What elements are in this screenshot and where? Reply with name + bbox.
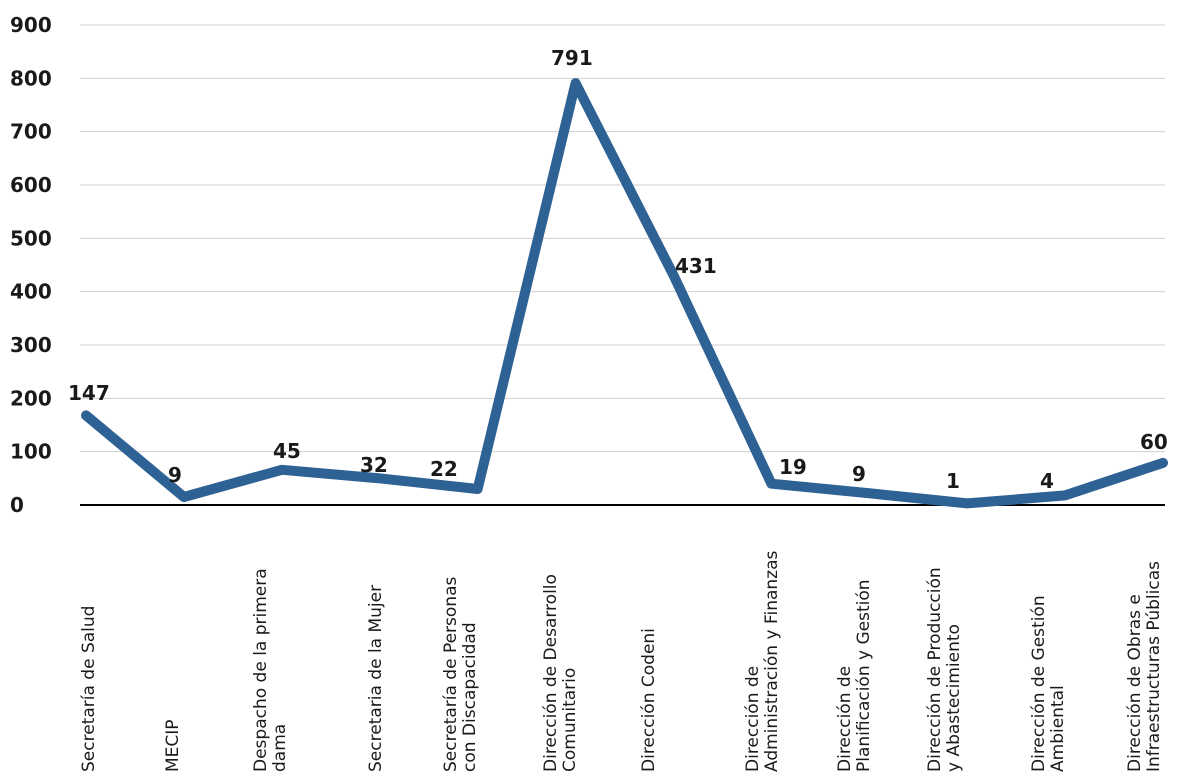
category-label: MECIP [163, 719, 183, 772]
data-label: 22 [430, 457, 458, 481]
data-label: 19 [779, 455, 807, 479]
data-point [672, 274, 674, 276]
data-label: 45 [273, 439, 301, 463]
y-tick-label: 500 [10, 226, 52, 250]
category-label-line: Planificación y Gestión [854, 579, 874, 772]
data-label: 4 [1040, 469, 1054, 493]
series-layer [81, 78, 1168, 509]
y-tick-label: 400 [10, 280, 52, 304]
category-label-line: Despacho de la primera [251, 568, 271, 772]
category-label-line: Secretaría de Personas [441, 577, 461, 772]
y-tick-label: 200 [10, 386, 52, 410]
category-label-line: Dirección de Producción [925, 567, 945, 772]
category-label: Secretaría de Salud [79, 606, 99, 772]
category-label-line: Dirección de [743, 666, 763, 772]
category-label: Dirección de Desarrollo Comunitario [541, 574, 580, 772]
category-label-line: Dirección Codeni [639, 628, 659, 772]
y-tick-label: 800 [10, 66, 52, 90]
category-label: Dirección de Obras e Infraestructuras Púb… [1125, 561, 1164, 772]
series-line [81, 78, 1168, 509]
y-tick-label: 900 [10, 13, 52, 37]
data-label: 60 [1140, 430, 1168, 454]
data-point [1064, 494, 1066, 496]
data-point [868, 492, 870, 494]
data-point [477, 488, 479, 490]
category-label-line: Secretaria de la Mujer [366, 585, 386, 772]
y-tick-label: 0 [10, 493, 24, 517]
data-point [85, 414, 87, 416]
category-label: Secretaria de la Mujer [366, 585, 386, 772]
y-tick-label: 100 [10, 440, 52, 464]
data-label: 147 [68, 381, 110, 405]
category-label-line: dama [270, 724, 290, 772]
data-point [183, 496, 185, 498]
category-label: Despacho de la primera dama [251, 568, 290, 772]
data-point [379, 477, 381, 479]
data-label: 32 [360, 453, 388, 477]
data-label: 9 [852, 462, 866, 486]
data-point [281, 469, 283, 471]
category-label-line: Dirección de [835, 666, 855, 772]
y-tick-label: 600 [10, 173, 52, 197]
category-label-line: Ambiental [1048, 685, 1068, 772]
data-point [1162, 462, 1164, 464]
x-axis-category-labels: Secretaría de Salud MECIP Despacho de la p… [79, 550, 1164, 772]
data-label: 1 [946, 469, 960, 493]
category-label: Dirección Codeni [639, 628, 659, 772]
category-label-line: Secretaría de Salud [79, 606, 99, 772]
data-label: 791 [551, 46, 593, 70]
category-label-line: Infraestructuras Públicas [1144, 561, 1164, 772]
category-label: Dirección de Gestión Ambiental [1029, 595, 1068, 772]
category-label-line: MECIP [163, 719, 183, 772]
category-label: Dirección de Producción y Abastecimiento [925, 567, 964, 772]
category-label: Dirección de Administración y Finanzas [743, 550, 782, 772]
category-label: Dirección de Planificación y Gestión [835, 579, 874, 772]
data-label: 431 [675, 254, 717, 278]
y-tick-label: 300 [10, 333, 52, 357]
data-labels: 147 9 45 32 22 791 431 19 9 1 4 60 [68, 46, 1168, 493]
category-label-line: Dirección de Obras e [1125, 594, 1145, 772]
category-label-line: Dirección de Gestión [1029, 595, 1049, 772]
category-label-line: con Discapacidad [460, 622, 480, 772]
data-label: 9 [168, 463, 182, 487]
category-label-line: y Abastecimiento [944, 624, 964, 772]
data-point [575, 82, 577, 84]
y-tick-label: 700 [10, 120, 52, 144]
y-axis-tick-labels: 0 100 200 300 400 500 600 700 800 900 [10, 13, 52, 517]
category-label-line: Dirección de Desarrollo [541, 574, 561, 772]
category-label-line: Administración y Finanzas [762, 550, 782, 772]
data-point [770, 483, 772, 485]
category-label-line: Comunitario [560, 668, 580, 772]
category-label: Secretaría de Personas con Discapacidad [441, 577, 480, 772]
data-point [966, 502, 968, 504]
gridlines [80, 24, 1165, 506]
